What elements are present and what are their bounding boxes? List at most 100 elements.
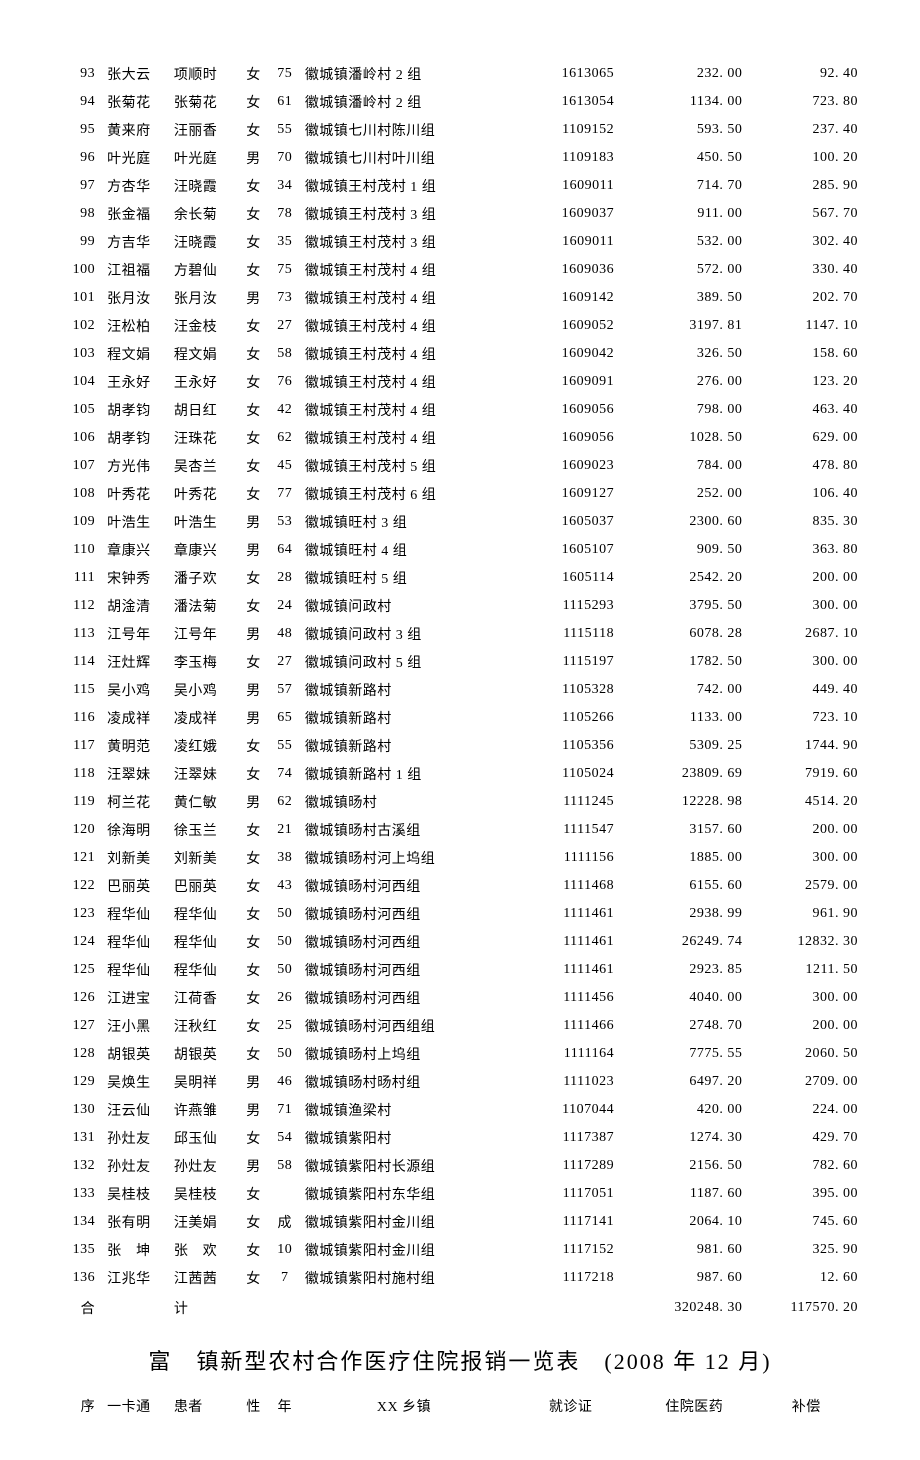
cell-amount1: 232. 00 <box>634 60 752 88</box>
cell-age: 27 <box>269 648 301 676</box>
cell-sex: 女 <box>238 116 268 144</box>
cell-sex: 女 <box>238 396 268 424</box>
cell-age: 53 <box>269 508 301 536</box>
cell-name2: 汪金枝 <box>172 312 239 340</box>
cell-index: 109 <box>60 508 105 536</box>
cell-index: 111 <box>60 564 105 592</box>
cell-amount1: 798. 00 <box>634 396 752 424</box>
table-row: 115吴小鸡吴小鸡男57徽城镇新路村1105328742. 00449. 40 <box>60 676 860 704</box>
cell-age: 21 <box>269 816 301 844</box>
table-row: 105胡孝钧胡日红女42徽城镇王村茂村 4 组1609056798. 00463… <box>60 396 860 424</box>
cell-amount2: 463. 40 <box>752 396 860 424</box>
cell-name1: 胡孝钧 <box>105 424 172 452</box>
cell-name2: 江号年 <box>172 620 239 648</box>
cell-age: 55 <box>269 116 301 144</box>
cell-age: 34 <box>269 172 301 200</box>
cell-address: 徽城镇旸村 <box>301 788 505 816</box>
cell-sex: 女 <box>238 928 268 956</box>
cell-name1: 汪翠妹 <box>105 760 172 788</box>
table-row: 123程华仙程华仙女50徽城镇旸村河西组11114612938. 99961. … <box>60 900 860 928</box>
cell-amount2: 285. 90 <box>752 172 860 200</box>
table-row: 101张月汝张月汝男73徽城镇王村茂村 4 组1609142389. 50202… <box>60 284 860 312</box>
cell-age <box>269 1180 301 1208</box>
cell-index: 103 <box>60 340 105 368</box>
cell-name1: 胡银英 <box>105 1040 172 1068</box>
cell-age: 48 <box>269 620 301 648</box>
cell-address: 徽城镇旸村河西组 <box>301 928 505 956</box>
cell-name1: 程华仙 <box>105 928 172 956</box>
cell-amount1: 1028. 50 <box>634 424 752 452</box>
cell-amount1: 2748. 70 <box>634 1012 752 1040</box>
cell-name2: 汪珠花 <box>172 424 239 452</box>
cell-address: 徽城镇新路村 <box>301 732 505 760</box>
cell-address: 徽城镇渔梁村 <box>301 1096 505 1124</box>
cell-sex: 女 <box>238 60 268 88</box>
cell-index: 123 <box>60 900 105 928</box>
cell-name2: 黄仁敏 <box>172 788 239 816</box>
header-table: 序 一卡通 患者 性 年 XX 乡镇 就诊证 住院医药 补偿 <box>60 1390 860 1420</box>
table-row: 93张大云项顺时女75徽城镇潘岭村 2 组1613065232. 0092. 4… <box>60 60 860 88</box>
cell-age: 46 <box>269 1068 301 1096</box>
cell-age: 35 <box>269 228 301 256</box>
cell-amount1: 1134. 00 <box>634 88 752 116</box>
col-header-compensation: 补偿 <box>752 1390 860 1420</box>
cell-amount2: 330. 40 <box>752 256 860 284</box>
cell-index: 107 <box>60 452 105 480</box>
cell-amount1: 26249. 74 <box>634 928 752 956</box>
cell-address: 徽城镇旸村河西组 <box>301 900 505 928</box>
cell-name1: 方吉华 <box>105 228 172 256</box>
cell-address: 徽城镇王村茂村 4 组 <box>301 312 505 340</box>
cell-index: 115 <box>60 676 105 704</box>
table-row: 132孙灶友孙灶友男58徽城镇紫阳村长源组11172892156. 50782.… <box>60 1152 860 1180</box>
cell-amount1: 326. 50 <box>634 340 752 368</box>
cell-name2: 孙灶友 <box>172 1152 239 1180</box>
cell-name2: 吴小鸡 <box>172 676 239 704</box>
table-row: 106胡孝钧汪珠花女62徽城镇王村茂村 4 组16090561028. 5062… <box>60 424 860 452</box>
col-header-age: 年 <box>269 1390 301 1420</box>
cell-amount2: 302. 40 <box>752 228 860 256</box>
table-row: 131孙灶友邱玉仙女54徽城镇紫阳村11173871274. 30429. 70 <box>60 1124 860 1152</box>
cell-index: 134 <box>60 1208 105 1236</box>
cell-amount1: 6078. 28 <box>634 620 752 648</box>
cell-sex: 女 <box>238 1012 268 1040</box>
cell-name1: 江兆华 <box>105 1264 172 1292</box>
cell-age: 58 <box>269 340 301 368</box>
cell-amount1: 909. 50 <box>634 536 752 564</box>
cell-cert: 1117152 <box>505 1236 634 1264</box>
cell-name2: 张菊花 <box>172 88 239 116</box>
cell-amount1: 6497. 20 <box>634 1068 752 1096</box>
total-row: 合 计 320248. 30 117570. 20 <box>60 1292 860 1322</box>
cell-sex: 女 <box>238 228 268 256</box>
cell-sex: 女 <box>238 1040 268 1068</box>
cell-cert: 1609056 <box>505 396 634 424</box>
cell-amount1: 7775. 55 <box>634 1040 752 1068</box>
cell-amount2: 200. 00 <box>752 564 860 592</box>
cell-cert: 1111156 <box>505 844 634 872</box>
cell-cert: 1613054 <box>505 88 634 116</box>
cell-sex: 女 <box>238 872 268 900</box>
cell-amount2: 429. 70 <box>752 1124 860 1152</box>
cell-address: 徽城镇新路村 <box>301 676 505 704</box>
cell-sex: 女 <box>238 1208 268 1236</box>
cell-age: 61 <box>269 88 301 116</box>
cell-amount1: 5309. 25 <box>634 732 752 760</box>
cell-index: 125 <box>60 956 105 984</box>
cell-amount1: 1782. 50 <box>634 648 752 676</box>
cell-name2: 叶浩生 <box>172 508 239 536</box>
table-row: 128胡银英胡银英女50徽城镇旸村上坞组11111647775. 552060.… <box>60 1040 860 1068</box>
cell-name1: 江进宝 <box>105 984 172 1012</box>
cell-sex: 女 <box>238 340 268 368</box>
cell-cert: 1609056 <box>505 424 634 452</box>
section-title: 富 镇新型农村合作医疗住院报销一览表 (2008 年 12 月) <box>60 1344 860 1376</box>
cell-address: 徽城镇王村茂村 6 组 <box>301 480 505 508</box>
cell-amount2: 567. 70 <box>752 200 860 228</box>
cell-name1: 张菊花 <box>105 88 172 116</box>
cell-cert: 1609036 <box>505 256 634 284</box>
cell-cert: 1115293 <box>505 592 634 620</box>
cell-sex: 女 <box>238 200 268 228</box>
cell-name1: 汪松柏 <box>105 312 172 340</box>
cell-amount2: 2060. 50 <box>752 1040 860 1068</box>
cell-name1: 张金福 <box>105 200 172 228</box>
cell-amount2: 478. 80 <box>752 452 860 480</box>
cell-amount2: 158. 60 <box>752 340 860 368</box>
